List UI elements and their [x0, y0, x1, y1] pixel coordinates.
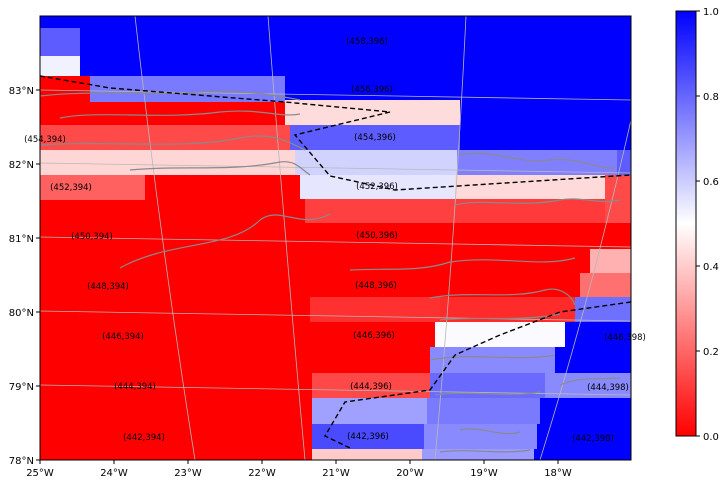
dashed-boundary — [40, 75, 631, 449]
lat-tick-label: 82°N — [9, 160, 34, 171]
cell-label: (444,394) — [114, 382, 156, 392]
cell-label: (450,396) — [356, 231, 398, 241]
cell-label: (456,396) — [351, 85, 393, 95]
grid-cell — [460, 100, 631, 150]
grid-cell — [565, 322, 631, 347]
colorbar-tick-label: 0.8 — [703, 92, 719, 103]
grid-cell — [422, 449, 534, 460]
lon-tick-label: 24°W — [100, 468, 128, 479]
grid-cell — [575, 297, 631, 322]
cell-label: (458,396) — [346, 37, 388, 47]
cell-label: (450,394) — [71, 232, 113, 242]
colorbar-tick-label: 0.0 — [703, 432, 719, 443]
cell-label: (442,398) — [572, 434, 614, 444]
latitude-axis: 83°N 82°N 81°N 80°N 79°N 78°N — [9, 86, 40, 467]
grid-cell — [312, 373, 430, 398]
lat-tick-label: 81°N — [9, 234, 34, 245]
colorbar-gradient — [675, 10, 697, 437]
grid-cell — [40, 150, 295, 175]
grid-cell — [40, 175, 145, 200]
cell-label: (446,398) — [604, 333, 646, 343]
cell-label: (446,396) — [353, 331, 395, 341]
lon-tick-label: 21°W — [322, 468, 350, 479]
grid-cell — [590, 249, 631, 273]
map-area — [40, 16, 631, 460]
grid-cell — [285, 100, 460, 125]
grid-cell — [312, 398, 427, 424]
cell-label: (452,394) — [50, 183, 92, 193]
grid-cell — [555, 347, 631, 373]
grid-cell — [424, 424, 537, 449]
grid-cell — [312, 449, 422, 460]
lon-tick-label: 18°W — [544, 468, 572, 479]
lon-tick-label: 20°W — [396, 468, 424, 479]
grid-cell — [455, 175, 605, 199]
grid-cell — [580, 273, 631, 297]
colorbar: 0.0 0.2 0.4 0.6 0.8 1.0 — [675, 7, 719, 443]
lat-tick-label: 78°N — [9, 456, 34, 467]
grid-cell — [534, 449, 631, 460]
grid-cell — [617, 150, 631, 175]
grid-cell — [80, 28, 631, 76]
grid-cell — [540, 398, 631, 424]
cell-label: (454,394) — [24, 135, 66, 145]
colorbar-tick-label: 0.4 — [703, 262, 719, 273]
grid-cell — [312, 424, 424, 449]
cell-label: (448,396) — [355, 281, 397, 291]
grid-cell — [300, 175, 455, 199]
cell-label: (444,398) — [587, 383, 629, 393]
lon-tick-label: 19°W — [470, 468, 498, 479]
cell-label: (442,394) — [123, 433, 165, 443]
grid-cell — [295, 150, 457, 175]
grid-cell — [537, 424, 631, 449]
lon-tick-label: 23°W — [174, 468, 202, 479]
grid-cell — [40, 16, 631, 28]
grid-cell — [310, 297, 440, 322]
cell-label-layer: (458,396) (456,396) (454,394) (454,396) … — [24, 37, 646, 444]
grid-cell — [305, 199, 455, 223]
colorbar-tick-label: 0.2 — [703, 347, 719, 358]
cell-label: (454,396) — [354, 133, 396, 143]
lat-tick-label: 80°N — [9, 308, 34, 319]
graticule — [40, 16, 631, 460]
grid-cell — [430, 347, 555, 373]
grid-cell — [40, 28, 80, 56]
coastline — [40, 90, 621, 453]
cell-label: (442,396) — [347, 432, 389, 442]
lon-tick-label: 25°W — [26, 468, 54, 479]
cell-label: (448,394) — [87, 282, 129, 292]
grid-cell — [40, 125, 290, 150]
colorbar-tick-label: 0.6 — [703, 177, 719, 188]
lon-tick-label: 22°W — [248, 468, 276, 479]
cell-label: (452,396) — [356, 182, 398, 192]
grid-cell — [427, 398, 540, 424]
grid-cell — [605, 175, 631, 223]
grid-cell — [40, 56, 80, 76]
lat-tick-label: 79°N — [9, 382, 34, 393]
longitude-axis: 25°W 24°W 23°W 22°W 21°W 20°W 19°W 18°W — [26, 460, 572, 479]
grid-cell — [435, 322, 565, 347]
cell-label: (446,394) — [102, 332, 144, 342]
colorbar-tick-label: 1.0 — [703, 7, 719, 18]
lat-tick-label: 83°N — [9, 86, 34, 97]
cell-label: (444,396) — [350, 382, 392, 392]
grid-cell — [285, 76, 631, 100]
